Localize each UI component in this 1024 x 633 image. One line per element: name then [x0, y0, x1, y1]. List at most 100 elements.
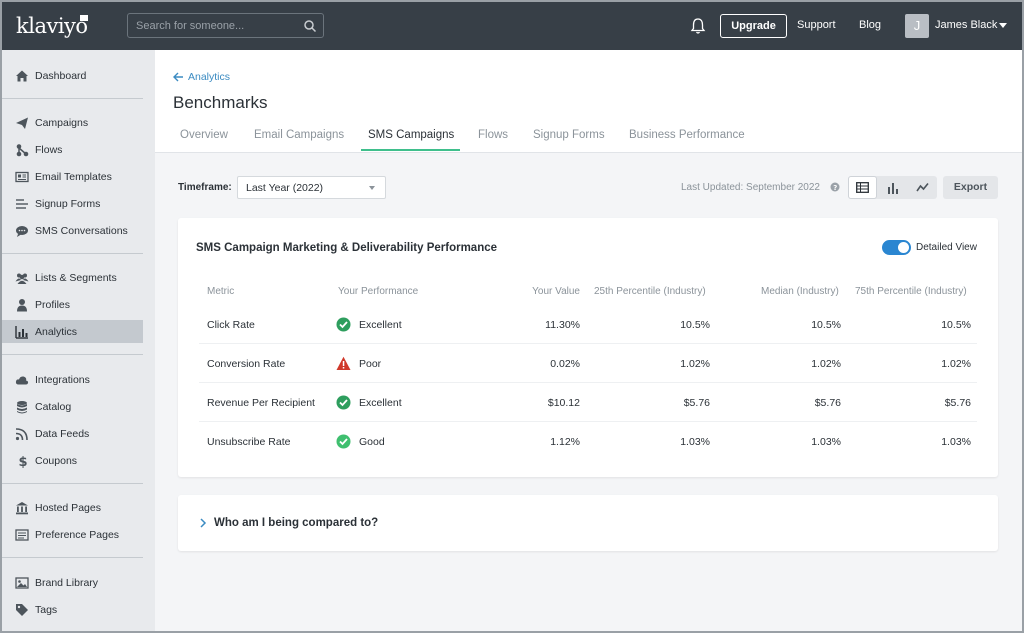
sidebar-divider — [2, 354, 143, 355]
bar-chart-icon — [15, 325, 28, 339]
median-cell: $5.76 — [814, 397, 841, 409]
tab-email-campaigns[interactable]: Email Campaigns — [254, 129, 345, 141]
search-icon[interactable] — [303, 19, 317, 33]
comparison-title: Who am I being compared to? — [214, 517, 379, 529]
chevron-down-icon[interactable] — [999, 23, 1007, 28]
help-icon[interactable]: ? — [830, 182, 840, 192]
sidebar-item-label: Catalog — [35, 400, 72, 413]
sidebar: Dashboard Campaigns Flows Email Template… — [2, 50, 155, 631]
chevron-right-icon — [200, 518, 207, 528]
back-link-label: Analytics — [188, 71, 231, 83]
value-cell: 1.12% — [550, 436, 580, 448]
sidebar-item-campaigns[interactable]: Campaigns — [2, 111, 143, 134]
metric-cell: Click Rate — [207, 319, 255, 331]
table-row: Revenue Per Recipient Excellent $10.12 $… — [199, 384, 977, 422]
sidebar-item-hosted-pages[interactable]: Hosted Pages — [2, 496, 143, 519]
timeframe-select[interactable]: Last Year (2022) — [237, 176, 386, 199]
timeframe-value: Last Year (2022) — [246, 182, 324, 194]
sidebar-item-brand-library[interactable]: Brand Library — [2, 571, 143, 594]
rss-icon — [15, 427, 28, 440]
database-icon — [17, 400, 27, 413]
tab-sms-campaigns[interactable]: SMS Campaigns — [368, 129, 455, 141]
email-template-icon — [15, 171, 29, 182]
sidebar-item-label: Dashboard — [35, 69, 87, 82]
performance-cell: Poor — [359, 358, 382, 370]
search-box[interactable] — [127, 13, 324, 38]
paper-plane-icon — [16, 117, 28, 129]
sidebar-item-sms-conversations[interactable]: SMS Conversations — [2, 219, 143, 242]
support-link[interactable]: Support — [797, 19, 836, 31]
avatar[interactable]: J — [905, 14, 929, 38]
svg-text:$: $ — [19, 455, 28, 468]
sidebar-divider — [2, 557, 143, 558]
search-input[interactable] — [136, 18, 296, 34]
sidebar-item-label: Analytics — [35, 325, 78, 338]
tag-icon — [16, 603, 28, 616]
tab-flows[interactable]: Flows — [478, 129, 509, 141]
sidebar-item-preference-pages[interactable]: Preference Pages — [2, 523, 143, 546]
arrow-left-icon — [173, 72, 183, 82]
image-icon — [15, 576, 29, 589]
performance-card: SMS Campaign Marketing & Deliverability … — [178, 218, 998, 477]
tab-overview[interactable]: Overview — [180, 129, 228, 141]
last-updated-text: Last Updated: September 2022 — [681, 182, 820, 193]
table-row: Conversion Rate Poor 0.02% 1.02% 1.02% 1… — [199, 345, 977, 383]
bell-icon[interactable] — [690, 17, 706, 35]
logo-flag-icon — [80, 15, 88, 21]
line-view-button[interactable] — [908, 176, 937, 199]
sidebar-item-profiles[interactable]: Profiles — [2, 293, 143, 316]
sidebar-item-catalog[interactable]: Catalog — [2, 395, 143, 418]
sidebar-item-lists-segments[interactable]: Lists & Segments — [2, 266, 143, 289]
sidebar-item-analytics[interactable]: Analytics — [2, 320, 143, 343]
dollar-icon: $ — [19, 455, 28, 468]
value-cell: 0.02% — [550, 358, 580, 370]
sidebar-item-dashboard[interactable]: Dashboard — [2, 64, 143, 87]
sidebar-item-coupons[interactable]: $ Coupons — [2, 449, 143, 472]
tab-business-performance[interactable]: Business Performance — [629, 129, 745, 141]
sidebar-item-signup-forms[interactable]: Signup Forms — [2, 192, 143, 215]
column-header-p25: 25th Percentile (Industry) — [594, 286, 706, 297]
list-page-icon — [15, 528, 29, 541]
user-name[interactable]: James Black — [935, 19, 998, 31]
bar-view-button[interactable] — [878, 176, 907, 199]
metric-cell: Unsubscribe Rate — [207, 436, 291, 448]
table-icon — [856, 182, 869, 193]
median-cell: 10.5% — [811, 319, 841, 331]
sidebar-item-label: Tags — [35, 603, 58, 616]
sidebar-item-tags[interactable]: Tags — [2, 598, 143, 621]
table-view-button[interactable] — [848, 176, 877, 199]
person-icon — [17, 298, 27, 311]
sidebar-item-integrations[interactable]: Integrations — [2, 368, 143, 391]
top-bar: klaviyo Upgrade Support Blog J James Bla… — [2, 2, 1022, 50]
column-header-performance: Your Performance — [338, 286, 419, 297]
comparison-expander[interactable]: Who am I being compared to? — [178, 495, 998, 551]
upgrade-button[interactable]: Upgrade — [720, 14, 787, 38]
line-chart-icon — [916, 182, 929, 192]
column-header-p75: 75th Percentile (Industry) — [855, 286, 967, 297]
detailed-view-toggle[interactable] — [882, 240, 911, 255]
column-header-median: Median (Industry) — [761, 286, 839, 297]
sidebar-item-email-templates[interactable]: Email Templates — [2, 165, 143, 188]
sidebar-item-label: Data Feeds — [35, 427, 90, 440]
p25-cell: 1.03% — [680, 436, 710, 448]
check-circle-icon — [336, 317, 351, 332]
blog-link[interactable]: Blog — [859, 19, 882, 31]
sidebar-item-flows[interactable]: Flows — [2, 138, 143, 161]
sidebar-item-label: Integrations — [35, 373, 90, 386]
column-header-metric: Metric — [207, 286, 235, 297]
sidebar-item-label: Campaigns — [35, 116, 89, 129]
tab-signup-forms[interactable]: Signup Forms — [533, 129, 605, 141]
export-button[interactable]: Export — [943, 176, 998, 199]
sidebar-item-label: Signup Forms — [35, 197, 101, 210]
sidebar-item-label: Coupons — [35, 454, 78, 467]
klaviyo-logo[interactable]: klaviyo — [16, 14, 88, 38]
home-icon — [16, 70, 28, 81]
active-tab-indicator — [361, 149, 460, 151]
back-link[interactable]: Analytics — [173, 71, 230, 83]
chat-bubble-icon — [16, 225, 28, 237]
median-cell: 1.02% — [811, 358, 841, 370]
sidebar-item-label: Email Templates — [35, 170, 112, 183]
p25-cell: 10.5% — [680, 319, 710, 331]
sidebar-item-data-feeds[interactable]: Data Feeds — [2, 422, 143, 445]
table-row: Unsubscribe Rate Good 1.12% 1.03% 1.03% … — [199, 423, 977, 461]
